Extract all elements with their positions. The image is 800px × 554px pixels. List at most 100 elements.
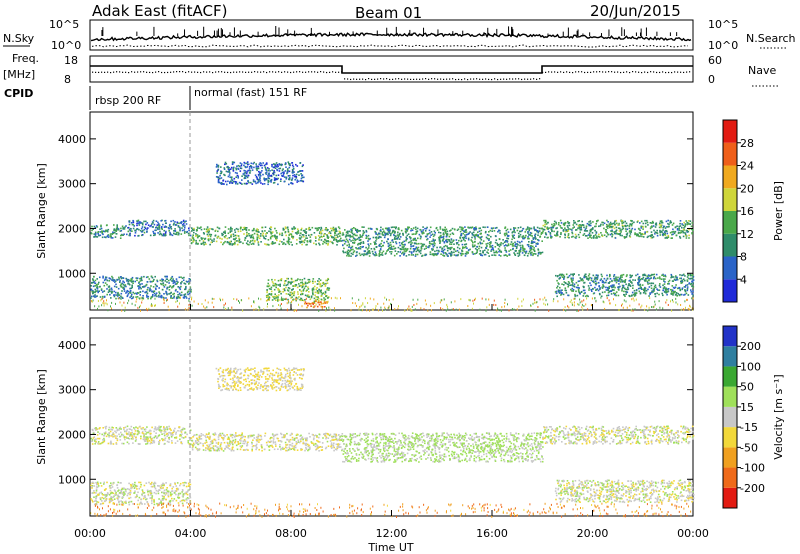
echo-cell — [591, 280, 594, 283]
echo-cell — [665, 287, 667, 289]
noise-cell — [397, 307, 399, 310]
echo-cell — [458, 239, 460, 242]
noise-cell — [504, 305, 505, 308]
echo-cell — [253, 161, 255, 164]
echo-cell — [193, 231, 195, 234]
echo-cell — [413, 239, 416, 241]
echo-cell — [467, 237, 470, 240]
echo-cell — [584, 235, 587, 237]
noise-cell — [613, 298, 614, 301]
echo-cell — [433, 254, 435, 257]
echo-cell — [275, 162, 278, 164]
echo-cell — [305, 237, 307, 239]
echo-cell — [550, 236, 552, 239]
noise-cell — [485, 298, 487, 301]
echo-cell — [179, 226, 181, 229]
echo-cell — [339, 231, 341, 233]
echo-cell — [643, 289, 645, 291]
noise-cell — [481, 297, 483, 300]
echo-cell — [622, 273, 625, 276]
echo-cell — [213, 240, 215, 242]
echo-cell — [672, 286, 675, 289]
echo-cell — [620, 279, 623, 281]
echo-cell — [133, 225, 135, 227]
echo-cell — [266, 291, 268, 294]
echo-cell — [299, 298, 301, 301]
echo-cell — [606, 277, 609, 280]
echo-cell — [446, 249, 449, 252]
echo-cell — [601, 234, 603, 236]
echo-cell — [672, 228, 674, 231]
echo-cell — [276, 164, 279, 166]
echo-cell — [463, 243, 466, 246]
echo-cell — [116, 226, 119, 229]
echo-cell — [131, 286, 133, 289]
noise-cell — [680, 308, 682, 311]
noise-cell — [666, 299, 668, 302]
echo-cell — [595, 237, 597, 239]
echo-cell — [211, 228, 213, 230]
echo-cell — [330, 234, 332, 237]
noise-cell — [350, 309, 352, 312]
echo-cell — [137, 219, 140, 222]
echo-cell — [482, 226, 484, 228]
echo-cell — [660, 230, 663, 233]
echo-cell — [642, 276, 645, 279]
echo-cell — [550, 226, 552, 229]
echo-cell — [167, 279, 170, 282]
echo-cell — [386, 229, 389, 231]
nave-dot — [368, 78, 370, 80]
echo-cell — [517, 236, 520, 239]
echo-cell — [228, 170, 231, 172]
echo-cell — [287, 277, 289, 280]
echo-cell — [631, 291, 634, 294]
echo-cell — [403, 240, 406, 243]
echo-cell — [122, 287, 124, 289]
nave-dot — [503, 78, 505, 80]
nave-dot — [212, 71, 214, 74]
echo-cell — [613, 227, 616, 230]
nave-dot — [200, 71, 202, 74]
echo-cell — [276, 296, 278, 298]
echo-cell — [512, 230, 514, 233]
echo-cell — [650, 282, 653, 284]
nave-dot — [191, 71, 193, 73]
echo-cell — [248, 229, 250, 231]
echo-cell — [361, 226, 363, 228]
echo-cell — [255, 163, 257, 165]
echo-cell — [460, 233, 463, 235]
echo-cell — [101, 295, 104, 298]
noise-cell — [545, 299, 547, 302]
echo-cell — [105, 278, 107, 280]
echo-cell — [588, 289, 590, 291]
echo-cell — [295, 284, 298, 286]
echo-cell — [317, 301, 319, 304]
echo-cell — [253, 232, 256, 235]
echo-cell — [619, 234, 622, 237]
echo-cell — [168, 227, 170, 230]
echo-cell — [600, 273, 603, 276]
echo-cell — [201, 238, 203, 241]
echo-cell — [416, 227, 419, 230]
echo-cell — [271, 169, 273, 171]
noise-cell — [691, 307, 693, 310]
nave-dot — [659, 71, 661, 74]
echo-cell — [161, 278, 163, 280]
echo-cell — [570, 288, 572, 291]
echo-cell — [300, 177, 303, 180]
echo-cell — [522, 235, 524, 238]
echo-cell — [489, 246, 491, 248]
echo-cell — [447, 238, 449, 241]
echo-cell — [649, 282, 651, 285]
noise-cell — [416, 302, 418, 305]
noise-cell — [564, 306, 566, 309]
echo-cell — [375, 243, 377, 245]
echo-cell — [397, 251, 399, 253]
echo-cell — [682, 278, 685, 280]
echo-cell — [659, 286, 662, 288]
echo-cell — [401, 252, 403, 255]
echo-cell — [180, 221, 183, 223]
echo-cell — [326, 288, 328, 290]
echo-cell — [659, 220, 662, 223]
noise-cell — [626, 306, 628, 309]
